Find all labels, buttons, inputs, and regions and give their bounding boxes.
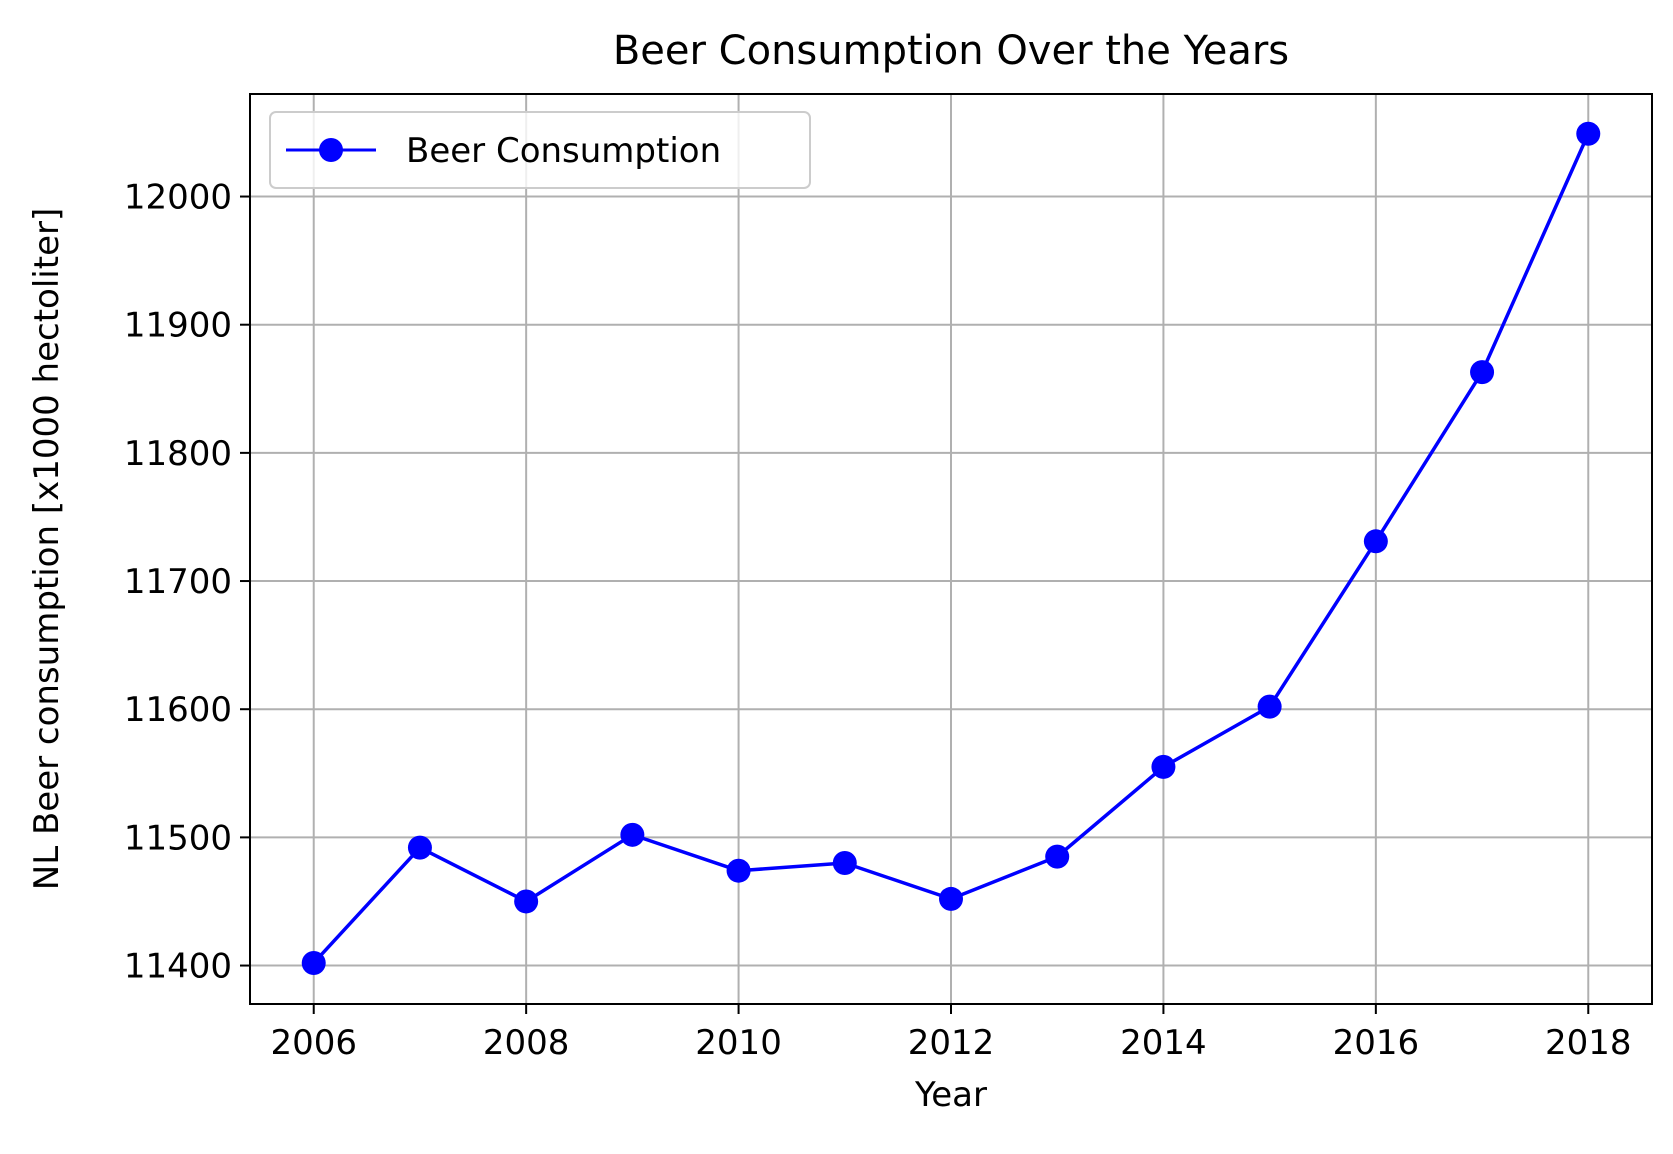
- legend-box: [269, 111, 811, 189]
- x-axis-label: Year: [914, 1075, 987, 1115]
- y-tick-label: 11500: [124, 818, 232, 858]
- data-point: [301, 950, 326, 975]
- ticks: 2006 2008 2010 2012 2014 2016 2018 11400 11500 11…: [124, 178, 1632, 1063]
- y-tick-label: 12000: [124, 178, 232, 218]
- y-tick-label: 11700: [124, 562, 232, 602]
- y-tick-label: 11900: [124, 306, 232, 346]
- data-point: [407, 835, 432, 860]
- data-point: [1257, 694, 1282, 719]
- data-point: [1151, 754, 1176, 779]
- data-point: [1576, 121, 1601, 146]
- data-point: [726, 858, 751, 883]
- data-point: [1045, 844, 1070, 869]
- data-point: [1363, 529, 1388, 554]
- data-point: [620, 822, 645, 847]
- x-tick-label: 2016: [1333, 1023, 1420, 1063]
- y-tick-label: 11800: [124, 434, 232, 474]
- y-tick-label: 11400: [124, 947, 232, 987]
- x-tick-label: 2012: [908, 1023, 995, 1063]
- x-tick-label: 2018: [1545, 1023, 1632, 1063]
- data-point: [514, 889, 539, 914]
- x-tick-label: 2014: [1120, 1023, 1207, 1063]
- grid: [250, 94, 1652, 1004]
- data-point: [832, 851, 857, 876]
- legend-entry-beer-consumption: Beer Consumption: [406, 131, 721, 171]
- series-layer: [301, 121, 1601, 975]
- chart-title: Beer Consumption Over the Years: [613, 28, 1289, 74]
- legend-marker-sample: [319, 138, 343, 162]
- y-tick-label: 11600: [124, 690, 232, 730]
- y-axis-label: NL Beer consumption [x1000 hectoliter]: [27, 208, 67, 890]
- data-point: [1470, 360, 1495, 385]
- x-tick-label: 2006: [270, 1023, 357, 1063]
- x-tick-label: 2010: [695, 1023, 782, 1063]
- x-tick-label: 2008: [483, 1023, 570, 1063]
- data-point: [939, 886, 963, 911]
- legend: Beer Consumption: [269, 111, 811, 189]
